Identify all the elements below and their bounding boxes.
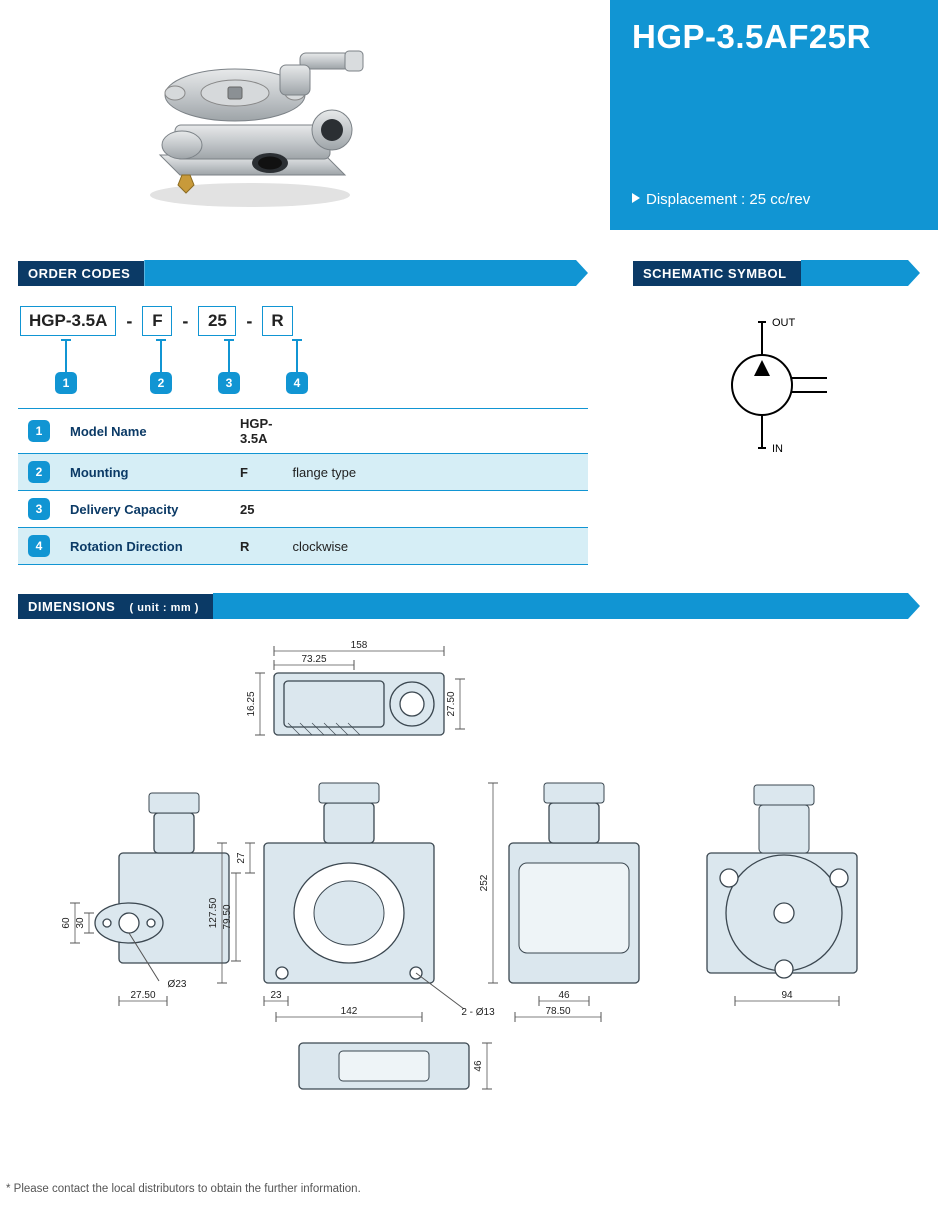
- code-pointer-2: 2: [146, 340, 176, 394]
- section-header-dimensions: DIMENSIONS ( unit : mm ): [18, 593, 920, 619]
- svg-text:60: 60: [61, 917, 72, 929]
- table-row: 4 Rotation DirectionRclockwise: [18, 528, 588, 565]
- table-row: 3 Delivery Capacity25: [18, 491, 588, 528]
- code-pointer-1: 1: [20, 340, 112, 394]
- row-badge: 4: [28, 535, 50, 557]
- pointer-badge-3: 3: [218, 372, 240, 394]
- section-header-order-codes: ORDER CODES: [18, 260, 588, 286]
- svg-text:142: 142: [341, 1006, 358, 1017]
- schematic-out-label: OUT: [772, 317, 796, 329]
- section-title: SCHEMATIC SYMBOL: [633, 261, 801, 286]
- svg-text:46: 46: [558, 990, 570, 1001]
- row-code: 25: [230, 491, 283, 528]
- code-separator: -: [126, 311, 132, 332]
- svg-text:79.50: 79.50: [222, 904, 233, 929]
- title-panel: HGP-3.5AF25R Displacement : 25 cc/rev: [610, 0, 938, 230]
- svg-text:27.50: 27.50: [446, 691, 457, 716]
- product-photo-svg: [120, 35, 380, 215]
- section-title: ORDER CODES: [18, 261, 144, 286]
- svg-text:16.25: 16.25: [246, 691, 257, 716]
- svg-text:127.50: 127.50: [208, 897, 219, 928]
- svg-text:27.50: 27.50: [130, 990, 155, 1001]
- svg-text:78.50: 78.50: [545, 1006, 570, 1017]
- row-code: HGP-3.5A: [230, 409, 283, 454]
- svg-text:252: 252: [479, 874, 490, 891]
- code-box-2: F: [142, 306, 172, 336]
- row-name: Rotation Direction: [60, 528, 230, 565]
- row-name: Model Name: [60, 409, 230, 454]
- dimensions-title-text: DIMENSIONS: [28, 599, 115, 614]
- svg-text:2 - Ø13: 2 - Ø13: [461, 1007, 495, 1018]
- row-badge: 2: [28, 461, 50, 483]
- svg-text:158: 158: [351, 640, 368, 651]
- schematic-column: SCHEMATIC SYMBOL OUT IN: [633, 260, 920, 565]
- svg-text:Ø23: Ø23: [168, 979, 187, 990]
- pointer-badge-1: 1: [55, 372, 77, 394]
- pointer-badge-2: 2: [150, 372, 172, 394]
- product-photo: [0, 0, 610, 230]
- footnote: * Please contact the local distributors …: [0, 1183, 938, 1209]
- triangle-icon: [632, 193, 640, 203]
- order-code-table: 1 Model NameHGP-3.5A 2 MountingFflange type…: [18, 408, 588, 565]
- table-row: 2 MountingFflange type: [18, 454, 588, 491]
- dimensions-unit-text: ( unit : mm ): [119, 602, 198, 614]
- svg-text:27: 27: [236, 852, 247, 864]
- displacement-line: Displacement : 25 cc/rev: [632, 191, 916, 220]
- code-separator: -: [182, 311, 188, 332]
- row-desc: [283, 491, 589, 528]
- dimensions-section: DIMENSIONS ( unit : mm ): [18, 593, 920, 619]
- table-row: 1 Model NameHGP-3.5A: [18, 409, 588, 454]
- row-desc: [283, 409, 589, 454]
- row-code: F: [230, 454, 283, 491]
- section-title: DIMENSIONS ( unit : mm ): [18, 594, 213, 619]
- row-desc: clockwise: [283, 528, 589, 565]
- schematic-in-label: IN: [772, 443, 783, 455]
- row-badge: 3: [28, 498, 50, 520]
- code-pointer-4: 4: [282, 340, 312, 394]
- dimensions-svg: 158 73.25 16.25 27.50 6030 Ø23 27.50 27 79.50127…: [39, 633, 899, 1123]
- order-codes-column: ORDER CODES HGP-3.5A-F-25-R 1234 1Model …: [18, 260, 588, 565]
- displacement-text: Displacement : 25 cc/rev: [646, 191, 810, 208]
- header-row: HGP-3.5AF25R Displacement : 25 cc/rev: [0, 0, 938, 230]
- svg-text:73.25: 73.25: [301, 654, 326, 665]
- code-pointer-3: 3: [210, 340, 248, 394]
- order-code-line: HGP-3.5A-F-25-R: [18, 300, 588, 340]
- row-name: Mounting: [60, 454, 230, 491]
- code-box-3: 25: [198, 306, 236, 336]
- row-desc: flange type: [283, 454, 589, 491]
- pointer-badge-4: 4: [286, 372, 308, 394]
- svg-text:94: 94: [781, 990, 793, 1001]
- row-badge: 1: [28, 420, 50, 442]
- row-code: R: [230, 528, 283, 565]
- product-code-title: HGP-3.5AF25R: [632, 18, 916, 56]
- schematic-symbol: OUT IN: [633, 300, 920, 460]
- schematic-svg: OUT IN: [692, 310, 862, 460]
- order-code-pointers: 1 2 3 4: [18, 340, 588, 394]
- section-header-schematic: SCHEMATIC SYMBOL: [633, 260, 920, 286]
- dimensions-drawing: 158 73.25 16.25 27.50 6030 Ø23 27.50 27 79.50127…: [0, 629, 938, 1183]
- svg-text:46: 46: [473, 1060, 484, 1072]
- code-box-4: R: [262, 306, 292, 336]
- row-name: Delivery Capacity: [60, 491, 230, 528]
- code-box-1: HGP-3.5A: [20, 306, 116, 336]
- svg-text:23: 23: [270, 990, 282, 1001]
- code-separator: -: [246, 311, 252, 332]
- svg-text:30: 30: [75, 917, 86, 929]
